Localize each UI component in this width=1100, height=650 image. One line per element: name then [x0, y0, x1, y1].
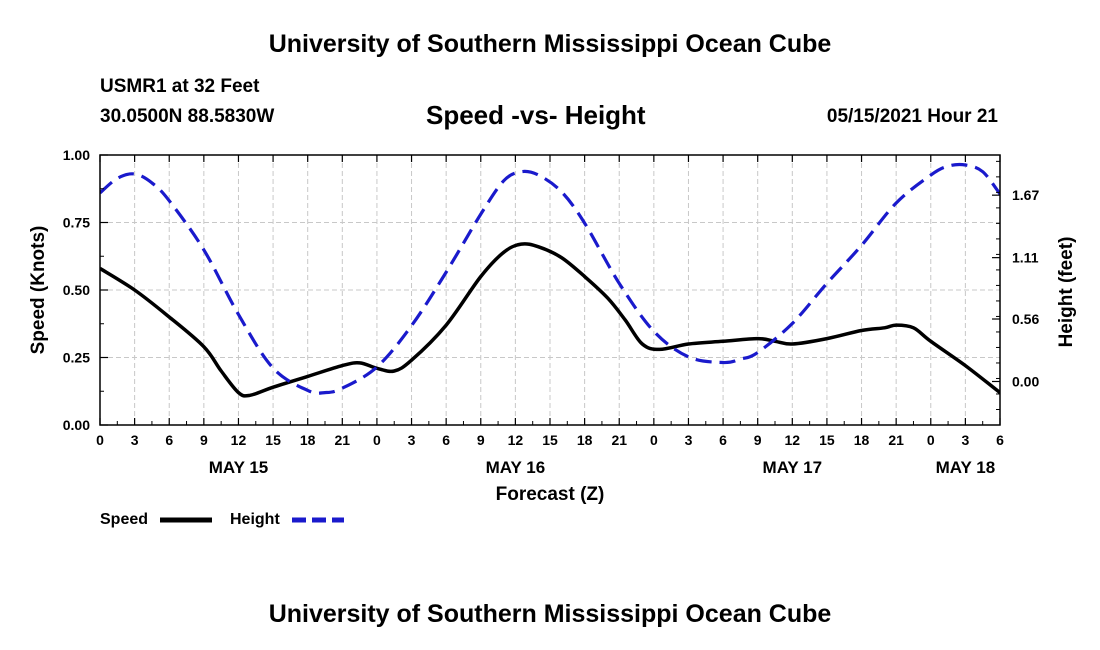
- x-tick-label: 3: [408, 432, 416, 448]
- left-tick-label: 0.50: [63, 282, 90, 298]
- x-tick-label: 9: [754, 432, 762, 448]
- x-tick-label: 0: [96, 432, 104, 448]
- x-tick-label: 15: [265, 432, 281, 448]
- x-tick-label: 21: [611, 432, 627, 448]
- date-label: MAY 16: [486, 458, 546, 477]
- left-tick-label: 1.00: [63, 147, 90, 163]
- x-tick-label: 3: [961, 432, 969, 448]
- top-title: University of Southern Mississippi Ocean…: [268, 30, 832, 58]
- x-tick-label: 0: [927, 432, 935, 448]
- x-axis-title: Forecast (Z): [496, 484, 605, 505]
- grid: [100, 155, 1000, 425]
- axis-labels: 0 3 6 9 12 15 18 21 0 3 6 9 12 15 18 21 0 3 6 9 12 15 18 21 0 3 6 0…: [28, 147, 1077, 505]
- x-tick-label: 0: [650, 432, 658, 448]
- x-tick-label: 6: [165, 432, 173, 448]
- x-tick-label: 18: [854, 432, 870, 448]
- date-label: MAY 15: [209, 458, 269, 477]
- x-tick-label: 3: [685, 432, 693, 448]
- legend-label-height: Height: [230, 511, 280, 528]
- x-tick-label: 6: [442, 432, 450, 448]
- x-tick-label: 18: [300, 432, 316, 448]
- x-tick-label: 21: [335, 432, 351, 448]
- left-tick-label: 0.25: [63, 350, 90, 366]
- x-tick-label: 21: [888, 432, 904, 448]
- chart-title: Speed -vs- Height: [426, 100, 646, 130]
- x-tick-label: 6: [996, 432, 1004, 448]
- x-tick-label: 12: [785, 432, 801, 448]
- date-label: MAY 18: [936, 458, 996, 477]
- plot-frame: [99, 154, 1001, 426]
- right-tick-label: 0.00: [1012, 373, 1039, 389]
- coordinates-label: 30.0500N 88.5830W: [100, 106, 275, 127]
- bottom-title: University of Southern Mississippi Ocean…: [268, 600, 832, 628]
- x-tick-label: 3: [131, 432, 139, 448]
- right-axis-title: Height (feet): [1056, 237, 1077, 348]
- legend: Speed Height: [100, 511, 344, 528]
- x-tick-label: 6: [719, 432, 727, 448]
- left-axis-title: Speed (Knots): [28, 226, 49, 355]
- series-line-height: [100, 162, 1000, 395]
- x-tick-label: 15: [542, 432, 558, 448]
- x-tick-label: 15: [819, 432, 835, 448]
- x-tick-label: 9: [200, 432, 208, 448]
- date-label: MAY 17: [763, 458, 823, 477]
- left-tick-label: 0.00: [63, 417, 90, 433]
- right-tick-label: 1.67: [1012, 187, 1039, 203]
- x-tick-label: 9: [477, 432, 485, 448]
- forecast-date-label: 05/15/2021 Hour 21: [826, 106, 998, 127]
- series-layer: [100, 162, 1000, 398]
- legend-label-speed: Speed: [100, 511, 148, 528]
- x-tick-label: 18: [577, 432, 593, 448]
- right-tick-label: 1.11: [1012, 250, 1039, 266]
- x-tick-label: 12: [508, 432, 524, 448]
- x-tick-label: 12: [231, 432, 247, 448]
- series-line-speed: [100, 242, 1000, 398]
- right-tick-label: 0.56: [1012, 311, 1039, 327]
- x-tick-label: 0: [373, 432, 381, 448]
- station-label: USMR1 at 32 Feet: [100, 76, 260, 97]
- left-tick-label: 0.75: [63, 215, 90, 231]
